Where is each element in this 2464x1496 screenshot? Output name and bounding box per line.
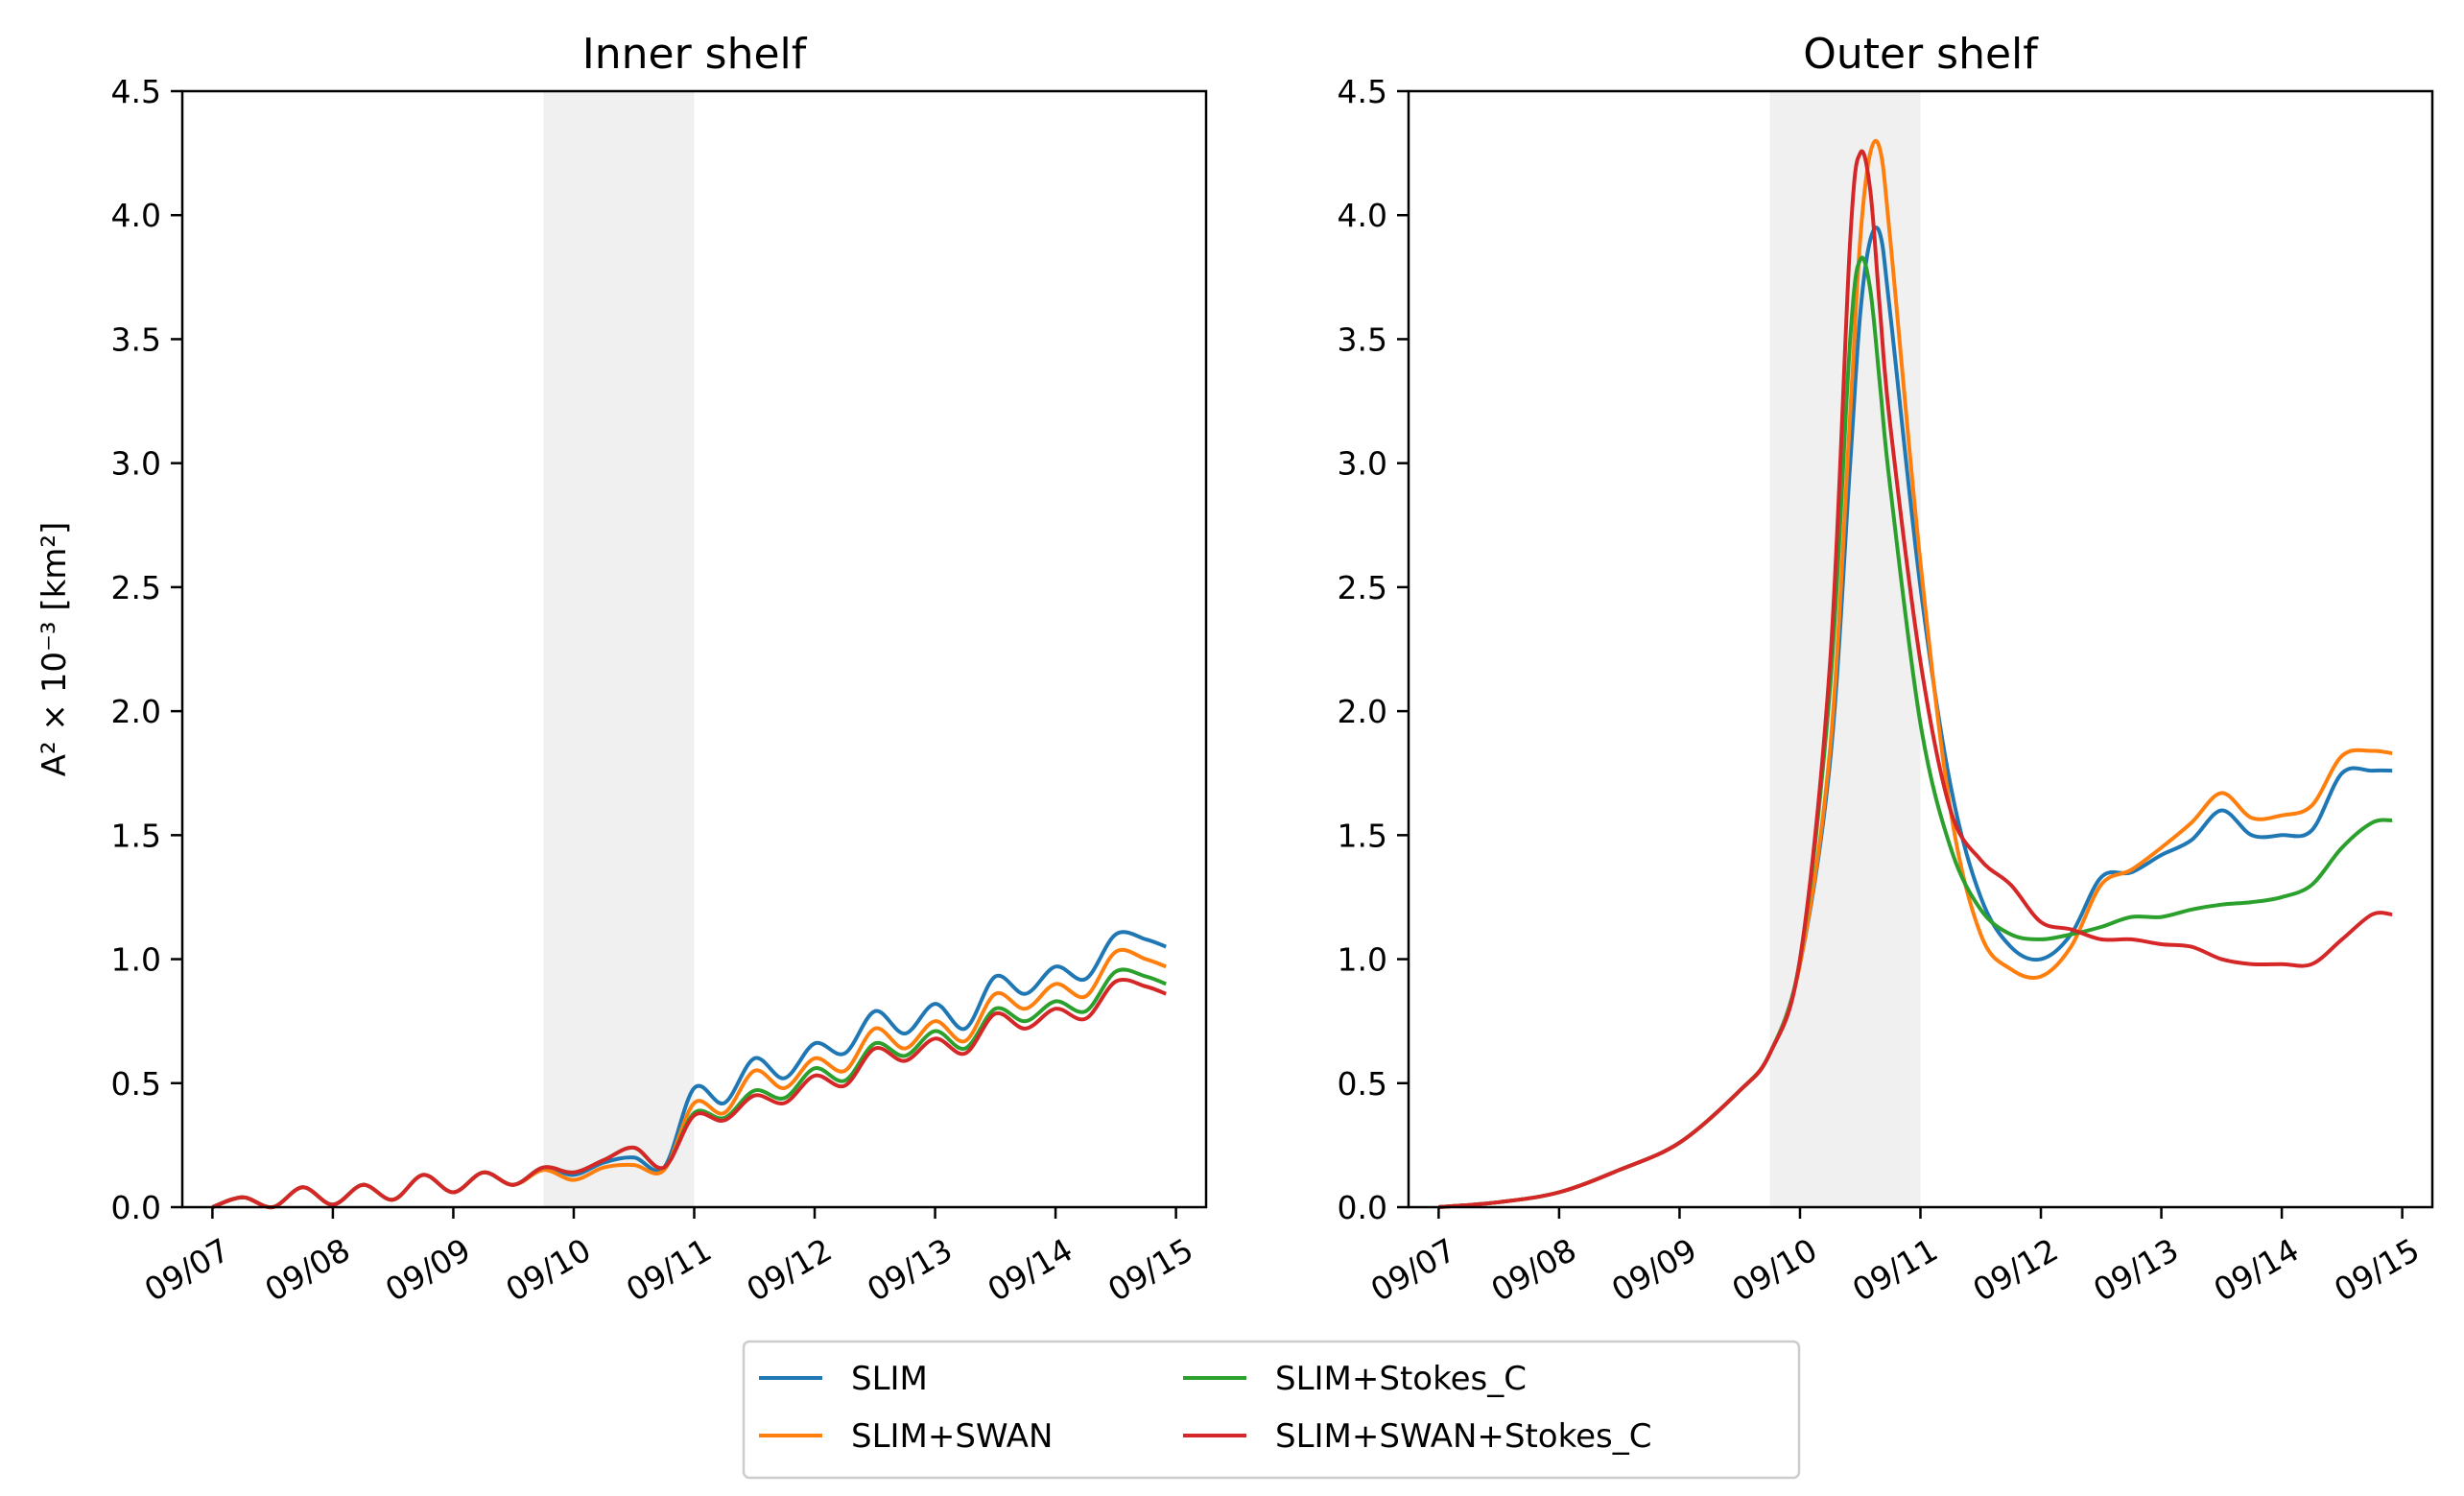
legend-label-1: SLIM+SWAN xyxy=(851,1417,1053,1456)
y-tick-label: 0.5 xyxy=(1338,1065,1387,1103)
legend-label-0: SLIM xyxy=(851,1360,928,1398)
x-tick-label: 09/11 xyxy=(1846,1231,1944,1309)
legend-label-2: SLIM+Stokes_C xyxy=(1275,1360,1527,1398)
x-tick-label: 09/08 xyxy=(1484,1231,1582,1309)
legend: SLIM SLIM+SWAN SLIM+Stokes_C SLIM+SWAN+Stok… xyxy=(742,1340,1801,1480)
x-tick-label: 09/08 xyxy=(258,1231,356,1309)
y-tick-label: 4.0 xyxy=(111,197,161,234)
x-tick-label: 09/12 xyxy=(741,1231,839,1309)
outer-shelf-panel: Outer shelf 0.0 0.5 1.0 1.5 2.0 2.5 3.0 3.5 4.0 4.… xyxy=(1338,30,2434,1309)
y-tick-label: 0.5 xyxy=(111,1065,161,1103)
y-tick-label: 2.5 xyxy=(1338,569,1387,606)
y-axis-label: A² × 10⁻³ [km²] xyxy=(36,522,74,777)
x-tick-label: 09/10 xyxy=(500,1231,598,1309)
x-tick-label: 09/13 xyxy=(2087,1231,2185,1309)
shaded-period xyxy=(543,91,695,1207)
x-tick-label: 09/15 xyxy=(1102,1231,1199,1309)
y-tick-label: 3.5 xyxy=(111,321,161,358)
legend-box xyxy=(742,1340,1801,1480)
y-tick-label: 2.0 xyxy=(111,693,161,730)
shaded-period xyxy=(1769,91,1921,1207)
panel-title: Outer shelf xyxy=(1803,30,2039,79)
x-tick-label: 09/13 xyxy=(861,1231,959,1309)
y-tick-label: 0.0 xyxy=(1338,1189,1387,1226)
x-tick-label: 09/10 xyxy=(1726,1231,1824,1309)
y-tick-label: 1.0 xyxy=(1338,941,1387,979)
inner-shelf-panel: Inner shelf 0.0 0.5 1.0 1.5 2.0 2.5 3.0 3.5 4.0 4.… xyxy=(36,30,1208,1309)
legend-label-3: SLIM+SWAN+Stokes_C xyxy=(1275,1417,1651,1456)
y-tick-label: 3.5 xyxy=(1338,321,1387,358)
y-tick-label: 4.0 xyxy=(1338,197,1387,234)
x-tick-label: 09/12 xyxy=(1967,1231,2065,1309)
panel-title: Inner shelf xyxy=(582,30,808,79)
x-tick-label: 09/09 xyxy=(1605,1231,1703,1309)
y-tick-label: 3.0 xyxy=(111,445,161,483)
x-tick-label: 09/07 xyxy=(1364,1231,1462,1309)
y-tick-label: 1.0 xyxy=(111,941,161,979)
y-tick-label: 2.0 xyxy=(1338,693,1387,730)
x-tick-label: 09/14 xyxy=(982,1231,1079,1309)
series-line-3 xyxy=(1438,149,2393,1209)
y-tick-label: 1.5 xyxy=(1338,817,1387,854)
x-tick-label: 09/14 xyxy=(2208,1231,2306,1309)
y-tick-label: 1.5 xyxy=(111,817,161,854)
x-tick-label: 09/07 xyxy=(138,1231,236,1309)
y-tick-label: 4.5 xyxy=(111,73,161,110)
y-tick-label: 3.0 xyxy=(1338,445,1387,483)
y-tick-label: 0.0 xyxy=(111,1189,161,1226)
y-tick-label: 4.5 xyxy=(1338,73,1387,110)
x-tick-label: 09/09 xyxy=(379,1231,477,1309)
x-tick-label: 09/11 xyxy=(620,1231,718,1309)
y-tick-label: 2.5 xyxy=(111,569,161,606)
series-line-3 xyxy=(211,977,1167,1210)
x-tick-label: 09/15 xyxy=(2328,1231,2426,1309)
